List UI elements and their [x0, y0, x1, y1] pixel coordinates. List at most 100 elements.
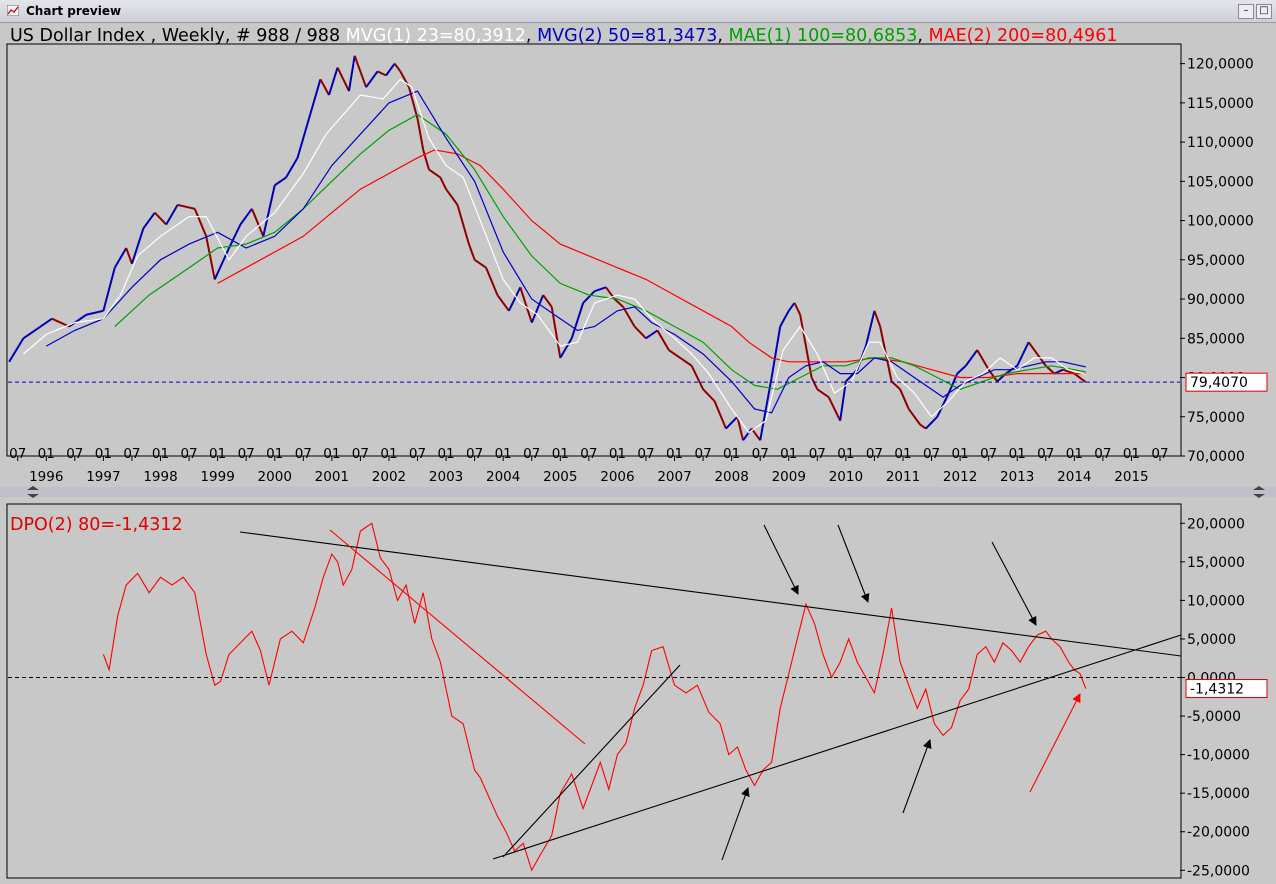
mae2-line: [217, 149, 1086, 379]
price-segment: [439, 176, 447, 190]
x-month-label: 01: [894, 446, 911, 462]
price-segment: [965, 349, 979, 367]
price-segment: [125, 247, 133, 265]
price-segment: [1036, 353, 1047, 367]
x-month-label: 07: [752, 446, 769, 462]
x-month-label: 01: [38, 446, 55, 462]
price-segment: [407, 86, 419, 119]
price-segment: [165, 204, 179, 225]
dpo-last-value-label: -1,4312: [1190, 682, 1244, 698]
x-year-label: 2004: [486, 469, 520, 485]
x-year-label: 2000: [258, 469, 292, 485]
price-segment: [742, 427, 753, 441]
price-segment: [467, 243, 476, 261]
x-month-label: 01: [152, 446, 169, 462]
price-segment: [239, 208, 253, 226]
x-month-label: 07: [409, 446, 426, 462]
price-segment: [919, 423, 927, 430]
price-segment: [622, 306, 636, 328]
x-month-label: 07: [66, 446, 83, 462]
price-segment: [810, 377, 819, 390]
price-segment: [422, 149, 430, 170]
x-month-label: 07: [637, 446, 654, 462]
price-segment: [130, 228, 145, 265]
x-month-label: 07: [1151, 446, 1168, 462]
price-segment: [750, 427, 762, 441]
dpo-y-tick-label: -20,0000: [1187, 825, 1250, 841]
mvg2-line: [46, 90, 1086, 414]
price-segment: [702, 388, 716, 402]
price-segment: [925, 416, 938, 430]
minimize-button[interactable]: –: [1238, 4, 1254, 19]
x-month-label: 01: [1123, 446, 1140, 462]
x-year-label: 1998: [143, 469, 177, 485]
price-segment: [956, 365, 967, 375]
x-month-label: 01: [209, 446, 226, 462]
x-month-label: 01: [1066, 446, 1083, 462]
y-tick-label: 115,0000: [1187, 96, 1254, 112]
price-segment: [113, 247, 128, 269]
price-segment: [507, 286, 522, 312]
arrow-icon: [721, 787, 750, 861]
y-tick-label: 100,0000: [1187, 214, 1254, 230]
dpo-line: [102, 522, 1087, 872]
price-segment: [530, 294, 545, 323]
price-segment: [899, 388, 910, 410]
chart-canvas[interactable]: US Dollar Index , Weekly, # 988 / 988 MV…: [0, 22, 1276, 884]
x-month-label: 07: [1037, 446, 1054, 462]
price-segment: [39, 317, 53, 328]
price-segment: [485, 267, 499, 296]
dpo-y-tick-label: -5,0000: [1187, 709, 1241, 725]
title-part: MAE(1) 100=80,6853: [728, 26, 917, 46]
maximize-button[interactable]: □: [1256, 4, 1272, 19]
price-segment: [907, 408, 921, 426]
x-year-label: 2007: [657, 469, 691, 485]
x-month-label: 01: [437, 446, 454, 462]
dpo-last-value-box: [1185, 679, 1268, 699]
arrow-icon: [837, 524, 870, 603]
trendline-annotations: [239, 529, 1182, 860]
price-segment: [1016, 341, 1030, 367]
price-segment: [1073, 372, 1087, 384]
price-segment: [177, 203, 195, 210]
price-segment: [668, 349, 681, 359]
price-segment: [519, 286, 533, 323]
dpo-panel-frame: [6, 503, 1182, 879]
price-segment: [51, 317, 70, 328]
price-segment: [86, 309, 104, 316]
x-year-label: 2010: [829, 469, 863, 485]
price-segment: [474, 258, 487, 269]
x-year-label: 2015: [1114, 469, 1148, 485]
price-segment: [890, 380, 901, 391]
x-year-label: 2006: [600, 469, 634, 485]
x-month-label: 07: [295, 446, 312, 462]
price-panel-frame: [6, 43, 1182, 457]
price-segment: [656, 329, 670, 351]
price-segment: [679, 357, 693, 367]
price-segment: [1053, 368, 1064, 375]
dpo-y-tick-label: -25,0000: [1187, 863, 1250, 879]
price-segment: [353, 55, 368, 88]
price-segment: [377, 70, 387, 77]
x-month-label: 07: [180, 446, 197, 462]
price-segment: [816, 388, 830, 398]
x-year-label: 2008: [714, 469, 748, 485]
splitter-arrows-icon[interactable]: [27, 486, 1265, 498]
price-segment: [416, 118, 425, 151]
x-year-label: 2001: [315, 469, 349, 485]
x-month-label: 01: [266, 446, 283, 462]
title-part: ,: [717, 26, 728, 46]
dpo-y-tick-label: 5,0000: [1187, 632, 1236, 648]
x-month-label: 01: [380, 446, 397, 462]
title-part: MAE(2) 200=80,4961: [929, 26, 1118, 46]
y-tick-label: 90,0000: [1187, 292, 1245, 308]
dpo-y-tick-label: -15,0000: [1187, 786, 1250, 802]
x-year-label: 2013: [1000, 469, 1034, 485]
price-segment: [193, 208, 208, 237]
title-part: ,: [526, 26, 537, 46]
y-tick-label: 95,0000: [1187, 253, 1245, 269]
panel-splitter[interactable]: [0, 487, 1276, 497]
price-segment: [873, 310, 882, 327]
title-part: US Dollar Index , Weekly, # 988 / 988: [10, 26, 346, 46]
window-titlebar: Chart preview – □: [0, 0, 1276, 23]
